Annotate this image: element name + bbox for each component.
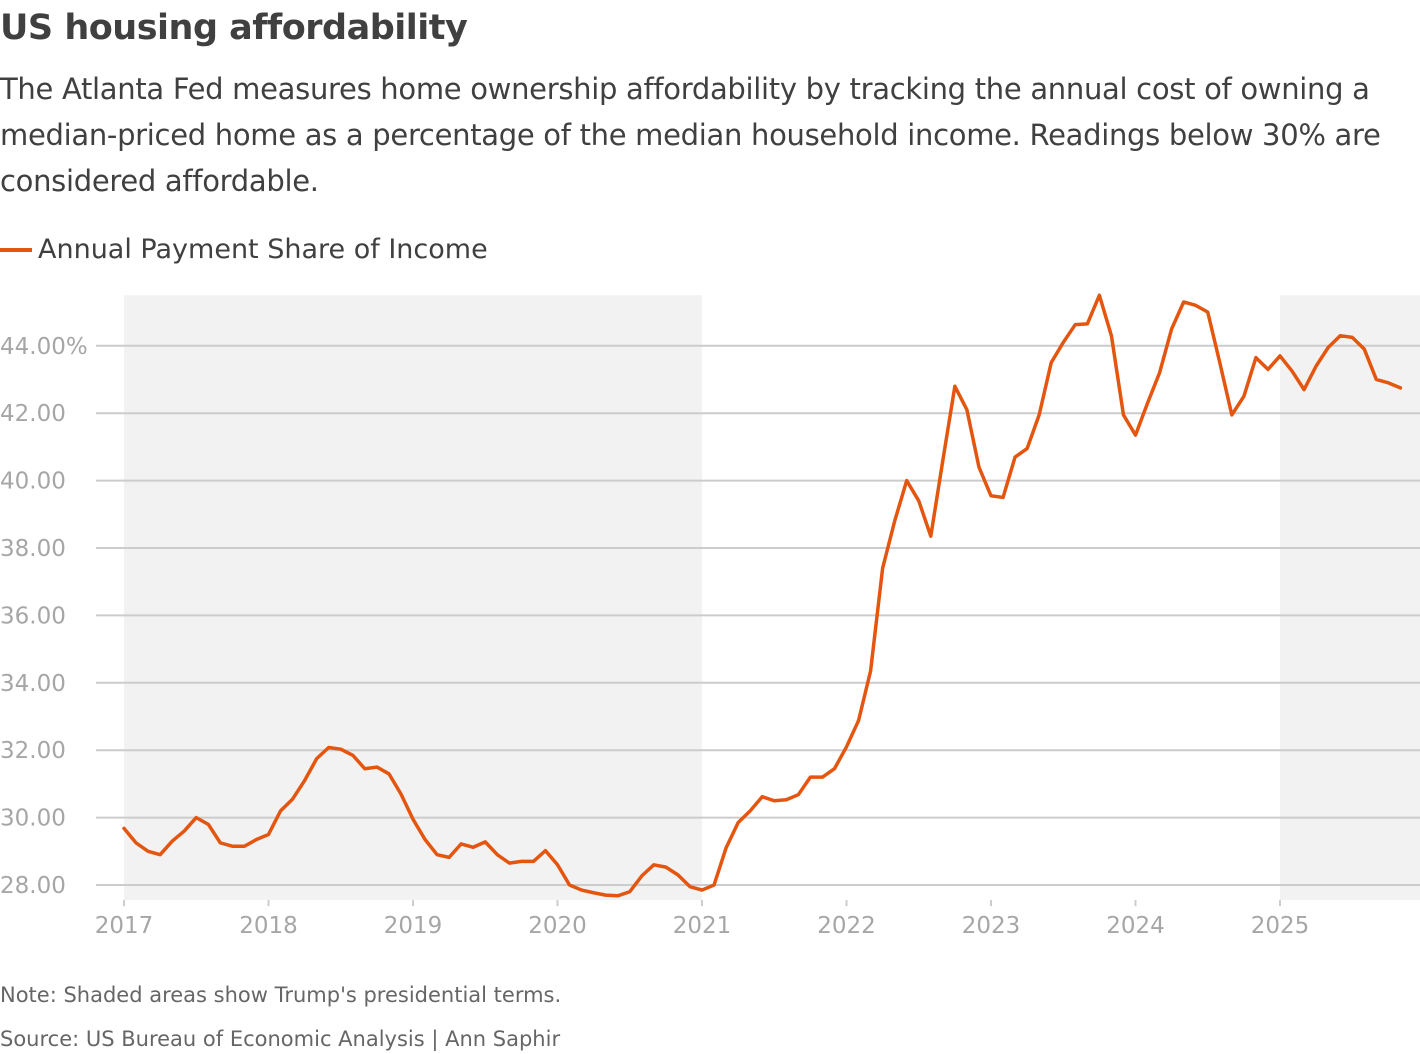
line-chart: 28.00 30.00 32.00 34.00 36.00 38.00 40.00 42.00… [0,293,1420,939]
x-tick-label: 2017 [95,913,154,939]
shaded-period [124,295,702,901]
y-tick-label: 34.00 [0,671,66,697]
x-tick-label: 2021 [673,913,732,939]
y-tick-label: 38.00 [0,536,66,562]
x-tick-label: 2020 [528,913,587,939]
y-tick-label: 28.00 [0,873,66,899]
y-tick-label: 30.00 [0,806,66,832]
x-tick-label: 2023 [962,913,1021,939]
y-tick-label: 40.00 [0,469,66,495]
x-tick-label: 2018 [239,913,298,939]
legend-label: Annual Payment Share of Income [38,234,488,265]
x-tick-label: 2022 [817,913,876,939]
y-tick-label: 36.00 [0,603,66,629]
shaded-period [1280,295,1420,901]
x-tick-label: 2019 [384,913,443,939]
y-tick-label: 44.00% [0,334,88,360]
legend: Annual Payment Share of Income [0,234,488,265]
chart-title: US housing affordability [0,8,468,48]
y-tick-label: 42.00 [0,401,66,427]
x-tick-label: 2024 [1106,913,1165,939]
chart-source: Source: US Bureau of Economic Analysis |… [0,1027,561,1051]
chart-subtitle: The Atlanta Fed measures home ownership … [0,72,1381,198]
chart-note: Note: Shaded areas show Trump's presiden… [0,983,562,1007]
x-tick-label: 2025 [1251,913,1310,939]
y-tick-label: 32.00 [0,738,66,764]
legend-swatch [0,247,32,252]
